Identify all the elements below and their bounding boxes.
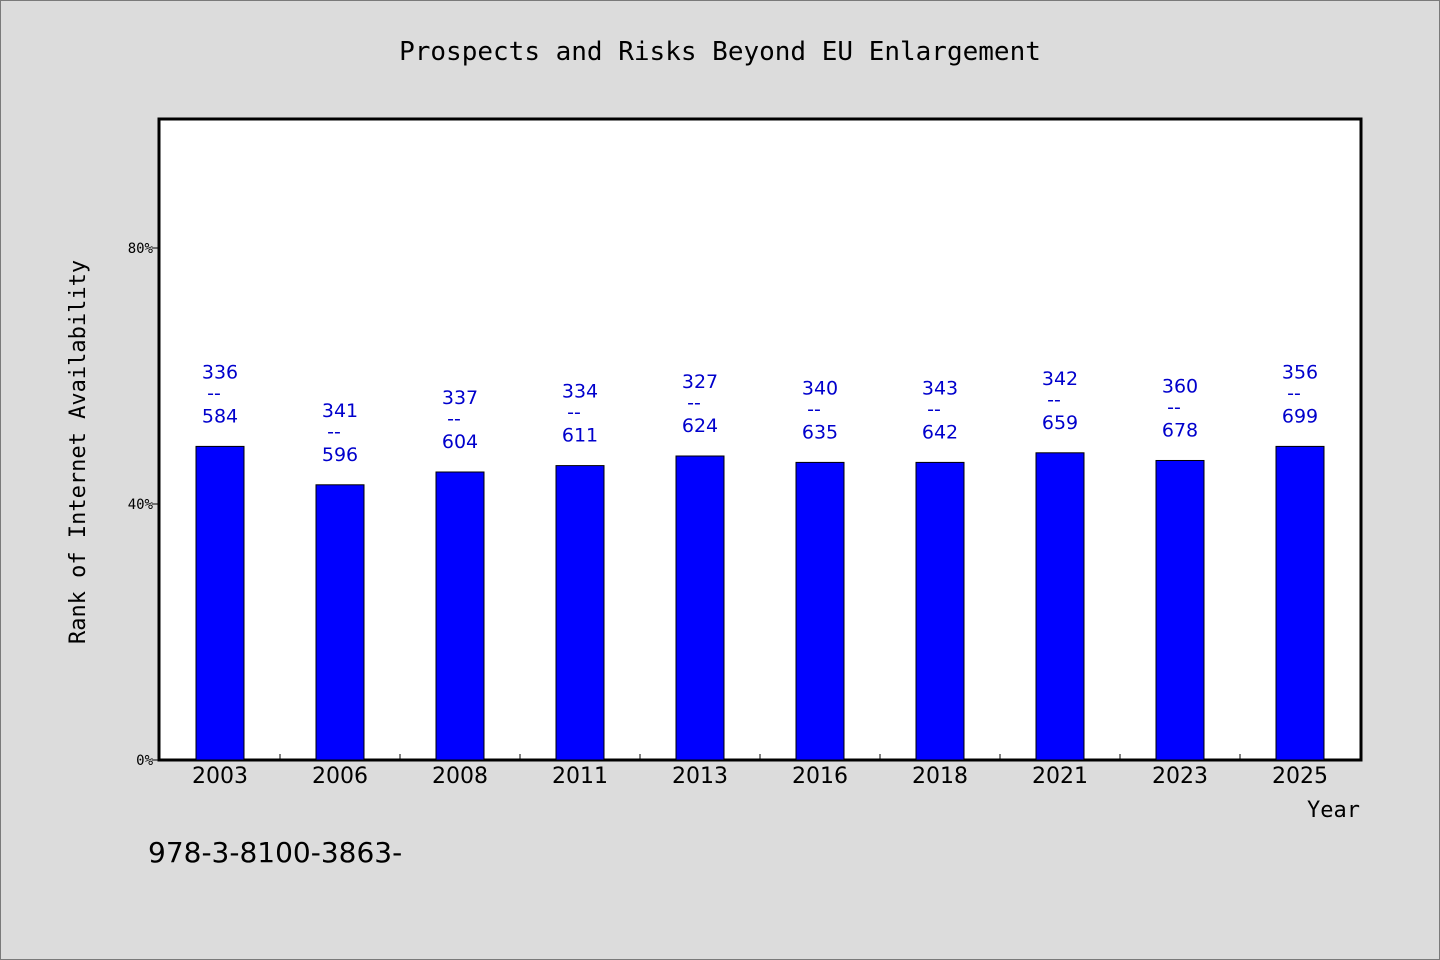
data-label-bottom: 635 (802, 421, 838, 443)
x-tick-label: 2018 (912, 764, 968, 789)
x-tick-label: 2023 (1152, 764, 1208, 789)
data-label-separator: -- (327, 421, 341, 443)
data-label-bottom: 642 (922, 421, 958, 443)
data-labels-layer: 336--584 341--596337--604334--611327--624… (202, 361, 1318, 465)
data-label-top: 334 (562, 381, 598, 403)
data-label-bottom: 611 (562, 425, 598, 447)
x-tick-label: 2003 (192, 764, 248, 789)
data-label-top: 340 (802, 377, 838, 399)
data-label-top: 327 (682, 371, 718, 393)
y-axis-title: Rank of Internet Availability (66, 260, 91, 644)
x-tick-label: 2016 (792, 764, 848, 789)
footer-code: 978-3-8100-3863- (148, 836, 402, 869)
x-tick-label: 2006 (312, 764, 368, 789)
data-label-separator: -- (567, 402, 581, 424)
data-label-top: 341 (322, 400, 358, 422)
data-label-bottom: 604 (442, 431, 478, 453)
bar-2011 (555, 465, 605, 761)
data-label-separator: -- (447, 408, 461, 430)
data-label-separator: -- (207, 382, 221, 404)
bar-2018 (915, 461, 965, 761)
bar-2016 (795, 461, 845, 761)
data-label-top: 356 (1282, 361, 1318, 383)
bar-2023 (1155, 459, 1205, 761)
data-label-bottom: 678 (1162, 419, 1198, 441)
data-label-separator: -- (1287, 382, 1301, 404)
data-label-separator: -- (687, 392, 701, 414)
data-label-separator: -- (1167, 396, 1181, 418)
data-label-top: 342 (1042, 368, 1078, 390)
chart-title: Prospects and Risks Beyond EU Enlargemen… (399, 37, 1041, 67)
x-tick-label: 2011 (552, 764, 608, 789)
data-label-top: 337 (442, 387, 478, 409)
x-tick-label: 2013 (672, 764, 728, 789)
data-label-bottom: 624 (682, 415, 718, 437)
x-tick-label: 2008 (432, 764, 488, 789)
y-tick-label: 0% (136, 753, 153, 769)
data-label-bottom: 584 (202, 405, 238, 427)
bar-2003 (195, 445, 245, 761)
data-label-top: 360 (1162, 375, 1198, 397)
bar-2025 (1275, 445, 1325, 761)
bar-2021 (1035, 452, 1085, 761)
x-tick-label: 2021 (1032, 764, 1088, 789)
data-label-separator: -- (1047, 389, 1061, 411)
x-axis: 2003 2006 2008 2011 2013 2016 2018 2021 2023 2025 (192, 754, 1328, 789)
y-tick-label: 80% (128, 241, 154, 257)
data-label-separator: -- (807, 398, 821, 420)
data-label-separator: -- (927, 398, 941, 420)
bar-2013 (675, 455, 725, 761)
data-label-bottom: 659 (1042, 412, 1078, 434)
data-label-bottom: 596 (322, 444, 358, 466)
bar-2006 (315, 484, 365, 761)
y-tick-label: 40% (128, 497, 154, 513)
data-label-top: 343 (922, 377, 958, 399)
x-tick-label: 2025 (1272, 764, 1328, 789)
x-axis-title: Year (1307, 798, 1360, 823)
data-label-bottom: 699 (1282, 405, 1318, 427)
bar-2008 (435, 471, 485, 761)
data-label-top: 336 (202, 361, 238, 383)
bars-layer (195, 445, 1325, 761)
y-axis: 0% 40% 80% (128, 241, 160, 769)
